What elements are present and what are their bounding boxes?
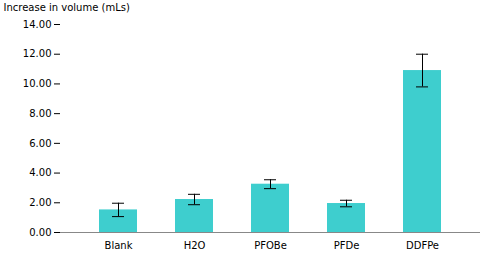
svg-text:H2O: H2O — [184, 240, 206, 251]
svg-text:8.00: 8.00 — [29, 108, 51, 119]
svg-text:10.00: 10.00 — [23, 78, 52, 89]
svg-text:DDFPe: DDFPe — [406, 240, 439, 251]
svg-text:4.00: 4.00 — [29, 167, 51, 178]
svg-text:PFOBe: PFOBe — [254, 240, 287, 251]
svg-text:Blank: Blank — [105, 240, 133, 251]
svg-text:6.00: 6.00 — [29, 138, 51, 149]
svg-text:Increase in volume (mLs): Increase in volume (mLs) — [4, 2, 130, 13]
svg-text:12.00: 12.00 — [23, 48, 52, 59]
svg-text:PFDe: PFDe — [334, 240, 360, 251]
svg-text:0.00: 0.00 — [29, 227, 51, 238]
svg-text:2.00: 2.00 — [29, 197, 51, 208]
svg-text:14.00: 14.00 — [23, 19, 52, 30]
